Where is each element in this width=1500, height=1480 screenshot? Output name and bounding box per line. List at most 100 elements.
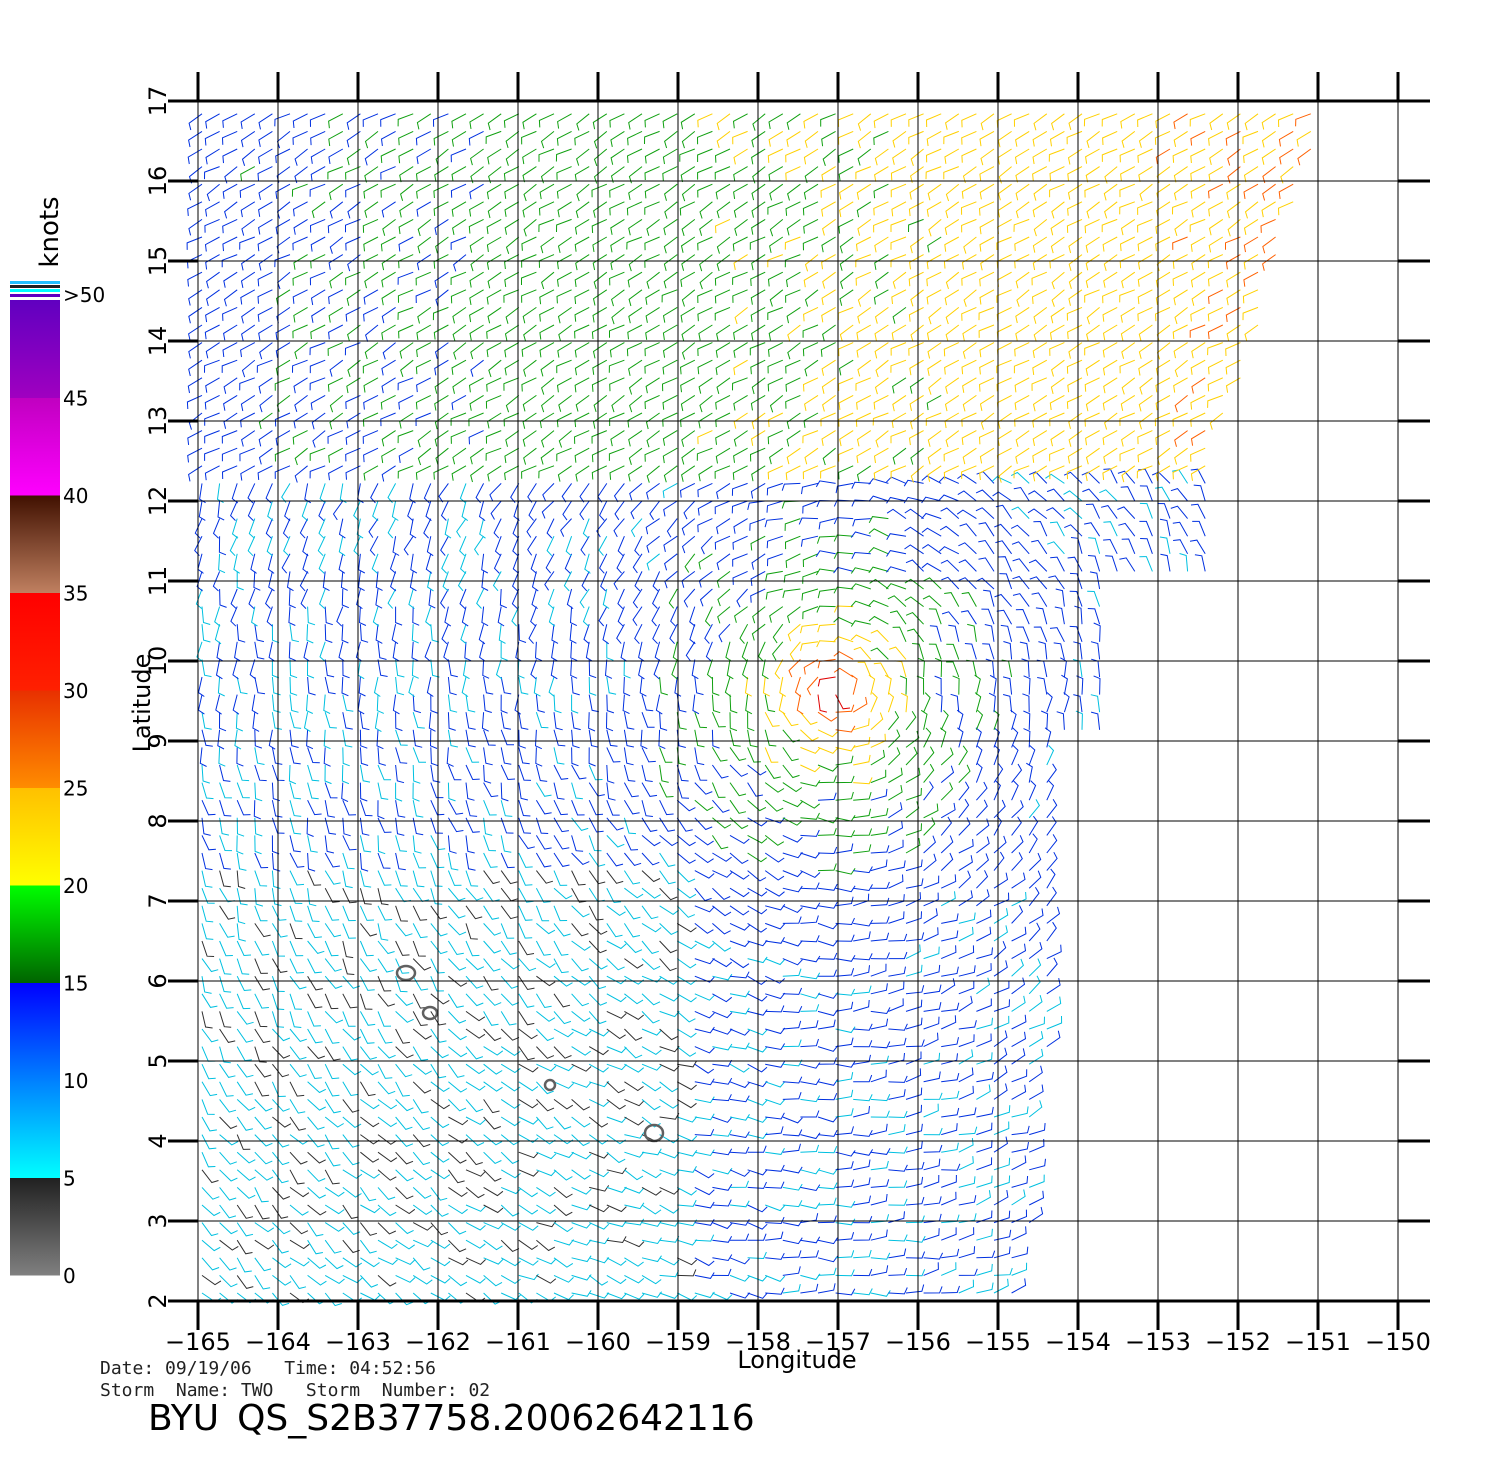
wind-barb bbox=[395, 1063, 413, 1078]
wind-barb bbox=[1082, 488, 1100, 502]
wind-barb bbox=[833, 586, 854, 594]
wind-barb bbox=[289, 694, 299, 713]
wind-barb bbox=[430, 1028, 447, 1043]
wind-barb bbox=[293, 306, 308, 323]
wind-barb bbox=[1278, 183, 1294, 199]
wind-barb bbox=[360, 958, 377, 972]
wind-barb bbox=[478, 500, 486, 522]
wind-barb bbox=[236, 1134, 251, 1150]
wind-barb bbox=[500, 923, 515, 939]
wind-barb bbox=[360, 1134, 380, 1145]
wind-barb bbox=[1139, 377, 1153, 395]
wind-barb bbox=[833, 605, 854, 613]
wind-barb bbox=[996, 447, 1012, 463]
wind-barb bbox=[395, 1222, 414, 1235]
wind-barb bbox=[1101, 218, 1118, 233]
wind-barb bbox=[1156, 254, 1171, 272]
wind-barb bbox=[364, 131, 379, 149]
wind-barb bbox=[450, 289, 467, 304]
wind-barb bbox=[664, 553, 678, 571]
wind-barb bbox=[941, 1262, 957, 1276]
wind-barb bbox=[941, 1107, 960, 1118]
wind-barb bbox=[328, 324, 344, 340]
wind-barb bbox=[961, 306, 977, 321]
wind-barb bbox=[360, 1151, 380, 1163]
wind-barb bbox=[726, 659, 734, 680]
wind-barb bbox=[1086, 131, 1100, 149]
wind-barb bbox=[588, 817, 604, 833]
wind-barb bbox=[303, 712, 311, 733]
wind-barb bbox=[923, 927, 939, 942]
wind-barb bbox=[370, 483, 379, 504]
wind-barb bbox=[822, 271, 836, 289]
wind-barb bbox=[712, 1268, 732, 1277]
wind-barb bbox=[670, 606, 678, 627]
wind-barb bbox=[433, 183, 449, 199]
wind-barb bbox=[553, 1222, 574, 1233]
wind-barb bbox=[800, 1250, 819, 1259]
wind-barb bbox=[961, 148, 977, 163]
wind-barb bbox=[782, 851, 803, 859]
wind-barb bbox=[886, 496, 907, 504]
wind-barb bbox=[694, 852, 714, 864]
wind-barb bbox=[504, 447, 520, 464]
wind-barb bbox=[606, 782, 616, 801]
wind-barb bbox=[747, 747, 761, 763]
wind-barb bbox=[769, 289, 784, 307]
wind-barb bbox=[292, 201, 308, 217]
wind-barb bbox=[527, 483, 537, 503]
wind-barb bbox=[483, 747, 493, 766]
wind-barb bbox=[582, 518, 590, 539]
wind-barb bbox=[1032, 447, 1048, 463]
wind-barb bbox=[440, 500, 449, 521]
wind-barb bbox=[1121, 271, 1136, 289]
wind-barb bbox=[767, 359, 783, 374]
wind-barb bbox=[680, 394, 696, 412]
wind-barb bbox=[606, 641, 614, 661]
wind-barb bbox=[518, 1116, 539, 1125]
wind-barb bbox=[1033, 183, 1048, 201]
wind-barb bbox=[606, 676, 617, 695]
wind-barb bbox=[1189, 324, 1206, 338]
wind-barb bbox=[511, 606, 520, 627]
wind-barb bbox=[957, 727, 964, 748]
wind-barb bbox=[853, 844, 872, 854]
wind-barb bbox=[465, 782, 475, 801]
wind-barb bbox=[289, 659, 298, 679]
wind-barb bbox=[576, 148, 590, 166]
wind-barb bbox=[553, 729, 566, 747]
wind-barb bbox=[783, 570, 801, 583]
wind-barb bbox=[979, 447, 995, 464]
wind-barb bbox=[822, 394, 836, 412]
wind-barb bbox=[465, 940, 480, 957]
wind-barb bbox=[223, 324, 238, 341]
wind-barb bbox=[765, 570, 783, 582]
wind-barb bbox=[645, 377, 660, 394]
wind-barb bbox=[1155, 148, 1171, 165]
wind-barb bbox=[765, 992, 786, 1000]
wind-barb bbox=[381, 465, 396, 482]
wind-barb bbox=[857, 661, 872, 678]
wind-barb bbox=[921, 496, 942, 504]
wind-barb bbox=[641, 887, 661, 899]
wind-barb bbox=[926, 130, 942, 147]
wind-barb bbox=[606, 958, 625, 971]
wind-barb bbox=[500, 676, 512, 695]
wind-barb bbox=[468, 412, 484, 427]
wind-barb bbox=[764, 729, 777, 747]
wind-barb bbox=[833, 616, 854, 625]
wind-barb bbox=[411, 659, 419, 679]
wind-barb bbox=[571, 1116, 591, 1128]
wind-barb bbox=[659, 712, 668, 731]
map-grid bbox=[168, 99, 1430, 1303]
wind-barb bbox=[923, 727, 932, 748]
wind-barb bbox=[628, 447, 643, 465]
wind-barb bbox=[905, 1196, 925, 1206]
wind-barb bbox=[994, 523, 1012, 537]
wind-barb bbox=[465, 1099, 484, 1113]
wind-barb bbox=[993, 1175, 1011, 1188]
wind-barb bbox=[978, 201, 995, 216]
wind-barb bbox=[412, 747, 426, 763]
wind-barb bbox=[817, 792, 837, 801]
wind-barb bbox=[1046, 906, 1061, 924]
